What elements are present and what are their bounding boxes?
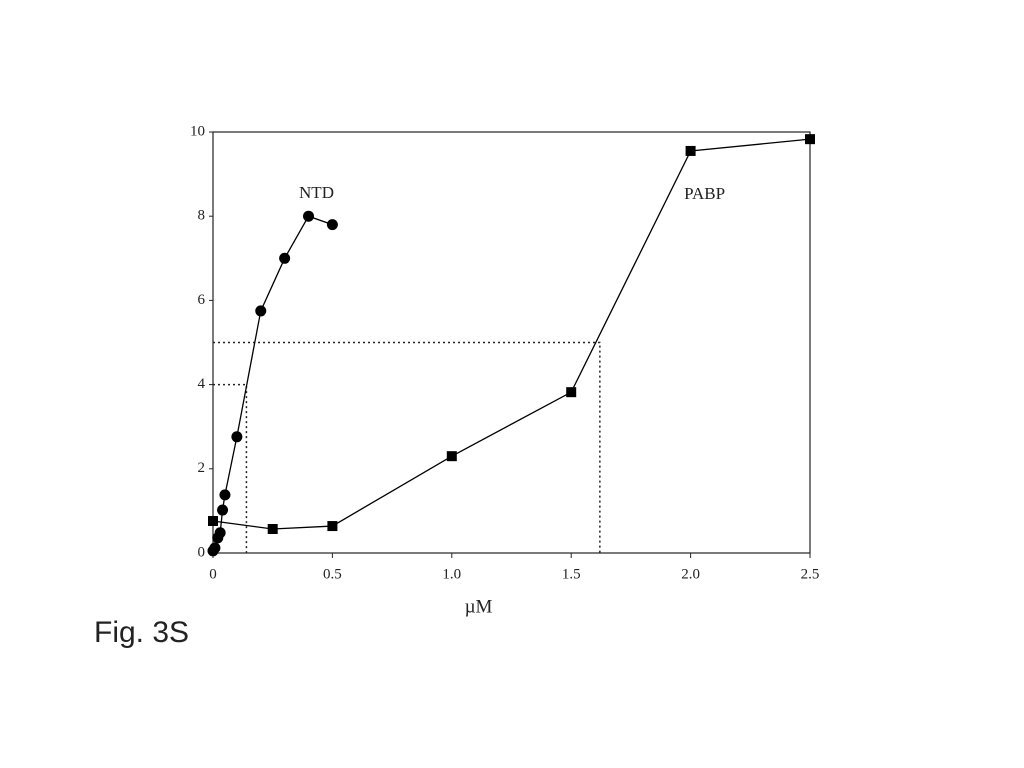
y-tick-label: 0	[198, 544, 206, 560]
data-point	[267, 524, 278, 535]
data-point	[303, 210, 315, 222]
x-tick-label: 1.0	[442, 566, 461, 582]
x-tick-label: 0.5	[323, 566, 342, 582]
reference-line	[213, 341, 601, 553]
data-point	[279, 252, 291, 264]
x-axis-label: µM	[465, 596, 493, 617]
x-tick-label: 2.5	[801, 566, 820, 582]
data-point	[685, 145, 696, 156]
y-tick-label: 4	[198, 376, 206, 392]
series-line	[212, 215, 333, 552]
y-tick-label: 2	[198, 460, 206, 476]
y-tick-label: 8	[198, 208, 206, 224]
data-point	[219, 489, 231, 501]
x-tick-label: 2.0	[681, 566, 700, 582]
figure-caption: Fig. 3S	[94, 616, 189, 649]
data-point	[566, 387, 577, 398]
reference-line	[213, 383, 248, 553]
data-point	[446, 451, 457, 462]
data-point	[214, 527, 226, 539]
data-point	[326, 219, 338, 231]
x-tick-label: 0	[209, 566, 217, 582]
data-point	[217, 504, 229, 516]
series-label: PABP	[684, 184, 725, 203]
data-point	[805, 134, 815, 145]
data-point	[231, 431, 243, 443]
x-tick-label: 1.5	[562, 566, 581, 582]
y-tick-label: 6	[198, 292, 206, 308]
data-point	[208, 516, 218, 527]
data-point	[255, 305, 267, 317]
data-point	[209, 542, 221, 554]
y-tick-label: 10	[190, 123, 205, 139]
data-point	[327, 521, 338, 532]
series-label: NTD	[299, 183, 334, 202]
